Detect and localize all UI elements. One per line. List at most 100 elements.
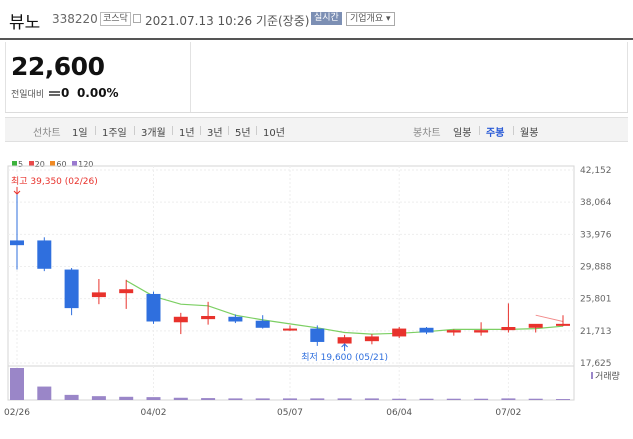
candle-body [528, 323, 543, 328]
divider [5, 42, 6, 112]
candle-body [201, 315, 216, 320]
volume-bar [37, 386, 52, 400]
y-tick-label: 25,801 [580, 295, 612, 305]
volume-bar [364, 398, 379, 400]
volume-bar [201, 398, 216, 400]
ma120-label: 120 [78, 160, 94, 169]
line-chart-label: 선차트 [33, 128, 61, 139]
market-badge: 코스닥 [100, 12, 131, 26]
ma60-label: 60 [56, 160, 67, 169]
divider [228, 126, 229, 135]
y-tick-label: 29,888 [580, 263, 612, 273]
candle-weekly[interactable]: 주봉 [486, 128, 505, 139]
ma5-line [125, 280, 564, 335]
candle-body [37, 240, 52, 269]
period-3y[interactable]: 3년 [207, 128, 223, 139]
y-tick-label: 42,152 [580, 166, 612, 176]
ma-legend: 5 20 60 120 [9, 160, 93, 169]
candle-body [474, 330, 489, 333]
candle-body [119, 289, 134, 294]
volume-bar [64, 394, 79, 400]
y-tick-label: 38,064 [580, 198, 612, 208]
ma20-swatch [28, 161, 34, 166]
y-tick-label: 33,976 [580, 230, 612, 240]
volume-legend-swatch [591, 372, 593, 379]
candle-body [228, 316, 243, 322]
high-annotation: 최고 39,350 (02/26) [11, 176, 98, 187]
change-value: 0 [60, 86, 70, 100]
candle-body [146, 293, 161, 322]
candle-body [364, 336, 379, 342]
ma120-swatch [72, 161, 78, 166]
period-bar: 선차트 1일 1주일 3개월 1년 3년 5년 10년 봉차트 일봉 주봉 월봉 [5, 117, 628, 142]
candle-daily[interactable]: 일봉 [453, 128, 472, 139]
divider [95, 126, 96, 135]
period-3m[interactable]: 3개월 [141, 128, 166, 139]
x-tick-label: 02/26 [4, 408, 30, 418]
volume-bar [173, 397, 188, 400]
candle-body [337, 337, 352, 344]
realtime-badge[interactable]: 실시간 [311, 12, 342, 25]
candle-body [392, 328, 407, 337]
volume-bar [501, 398, 516, 400]
ma20-line [535, 314, 564, 322]
stock-name: 뷰노 [9, 13, 41, 33]
volume-bar [310, 398, 325, 400]
candle-body [91, 292, 106, 298]
change-label: 전일대비 [11, 90, 45, 100]
divider [134, 126, 135, 135]
divider [5, 112, 628, 113]
candle-body [173, 316, 188, 323]
x-tick-label: 06/04 [386, 408, 412, 418]
volume-bar [446, 398, 461, 400]
period-1d[interactable]: 1일 [72, 128, 88, 139]
candle-chart-label: 봉차트 [413, 128, 441, 139]
company-info-button[interactable]: 기업개요 ▾ [346, 12, 395, 26]
volume-bar [474, 398, 489, 400]
volume-bar [228, 398, 243, 400]
plot-frame [7, 165, 575, 401]
current-price: 22,600 [11, 52, 105, 81]
x-tick-label: 05/07 [277, 408, 303, 418]
low-annotation: 최저 19,600 (05/21) [301, 352, 388, 363]
period-1y[interactable]: 1년 [179, 128, 195, 139]
divider [513, 126, 514, 135]
divider [479, 126, 480, 135]
period-10y[interactable]: 10년 [263, 128, 285, 139]
x-tick-label: 07/02 [495, 408, 521, 418]
volume-label: 거래량 [595, 370, 620, 382]
candle-body [446, 330, 461, 333]
stock-code: 338220 [52, 12, 98, 26]
candle-body [283, 328, 297, 331]
candle-body [10, 240, 24, 246]
volume-bar [283, 398, 297, 400]
high-arrow [13, 187, 21, 195]
divider [256, 126, 257, 135]
divider [200, 126, 201, 135]
candle-body [310, 328, 325, 342]
y-tick-label: 17,625 [580, 359, 612, 369]
period-5y[interactable]: 5년 [235, 128, 251, 139]
volume-bar [10, 368, 24, 400]
divider [627, 42, 628, 112]
price-change: 전일대비 0 0.00% [11, 86, 119, 100]
divider [172, 126, 173, 135]
price-box: 22,600 전일대비 0 0.00% [5, 42, 191, 112]
period-1w[interactable]: 1주일 [102, 128, 127, 139]
change-percent: 0.00% [76, 86, 119, 100]
flat-icon [48, 91, 60, 96]
y-tick-label: 21,713 [580, 327, 612, 337]
ma5-label: 5 [18, 160, 24, 169]
clock-icon [133, 14, 141, 23]
volume-bar [392, 398, 407, 400]
x-tick-label: 04/02 [141, 408, 167, 418]
volume-bar [419, 398, 434, 400]
volume-bar [528, 398, 543, 400]
timestamp: 2021.07.13 10:26 기준(장중) [145, 14, 310, 28]
low-arrow [341, 343, 348, 351]
volume-bar [119, 396, 134, 400]
candle-monthly[interactable]: 월봉 [520, 128, 539, 139]
candle-body [556, 323, 570, 326]
ma5-swatch [12, 161, 17, 166]
